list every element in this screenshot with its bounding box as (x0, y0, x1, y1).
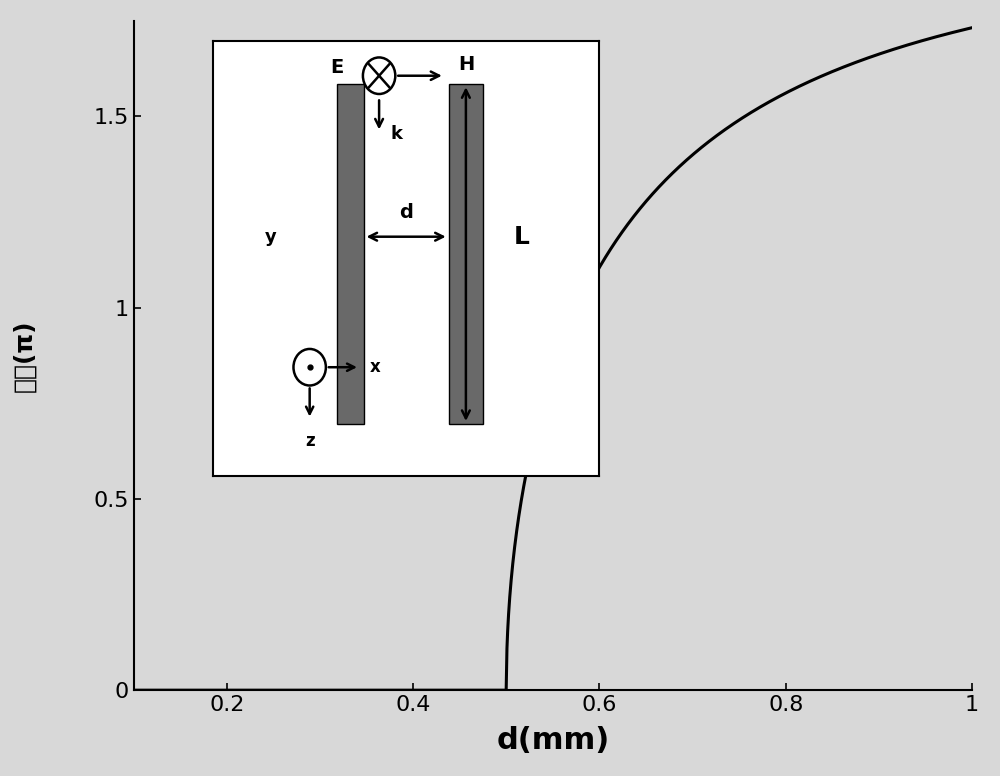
X-axis label: d(mm): d(mm) (496, 726, 609, 755)
Text: 相位(π): 相位(π) (13, 319, 37, 392)
